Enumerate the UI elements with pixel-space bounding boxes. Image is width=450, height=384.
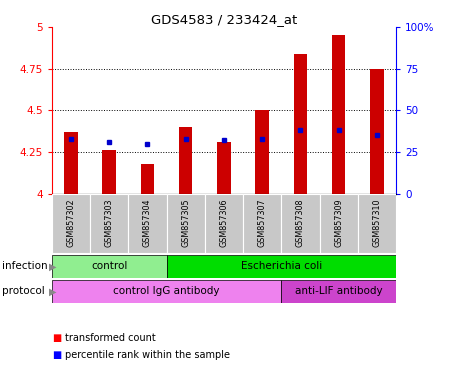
Bar bbox=[281, 194, 320, 253]
Text: GSM857302: GSM857302 bbox=[67, 199, 76, 247]
Text: ■: ■ bbox=[52, 350, 61, 360]
Text: control: control bbox=[91, 262, 127, 271]
Text: control IgG antibody: control IgG antibody bbox=[113, 286, 220, 296]
Bar bbox=[294, 54, 307, 194]
Text: Escherichia coli: Escherichia coli bbox=[241, 262, 322, 271]
Bar bbox=[370, 69, 383, 194]
Text: GSM857308: GSM857308 bbox=[296, 199, 305, 247]
Bar bbox=[52, 255, 166, 278]
Bar bbox=[358, 194, 396, 253]
Text: transformed count: transformed count bbox=[65, 333, 156, 343]
Bar bbox=[128, 194, 166, 253]
Bar bbox=[52, 194, 90, 253]
Text: infection: infection bbox=[2, 262, 48, 271]
Bar bbox=[179, 127, 192, 194]
Bar bbox=[281, 280, 396, 303]
Text: GSM857309: GSM857309 bbox=[334, 199, 343, 247]
Bar bbox=[166, 255, 396, 278]
Text: ■: ■ bbox=[52, 333, 61, 343]
Text: anti-LIF antibody: anti-LIF antibody bbox=[295, 286, 382, 296]
Text: GSM857306: GSM857306 bbox=[220, 199, 228, 247]
Bar bbox=[52, 280, 281, 303]
Bar bbox=[332, 35, 345, 194]
Bar bbox=[141, 164, 154, 194]
Text: percentile rank within the sample: percentile rank within the sample bbox=[65, 350, 230, 360]
Text: ▶: ▶ bbox=[49, 262, 56, 271]
Text: GSM857303: GSM857303 bbox=[104, 199, 113, 247]
Bar bbox=[320, 194, 358, 253]
Bar bbox=[205, 194, 243, 253]
Bar bbox=[256, 111, 269, 194]
Text: GSM857310: GSM857310 bbox=[373, 199, 382, 247]
Bar bbox=[90, 194, 128, 253]
Bar bbox=[166, 194, 205, 253]
Text: protocol: protocol bbox=[2, 286, 45, 296]
Bar bbox=[217, 142, 230, 194]
Text: GSM857304: GSM857304 bbox=[143, 199, 152, 247]
Text: GSM857305: GSM857305 bbox=[181, 199, 190, 247]
Text: ▶: ▶ bbox=[49, 286, 56, 296]
Bar bbox=[64, 132, 77, 194]
Bar bbox=[103, 151, 116, 194]
Bar bbox=[243, 194, 281, 253]
Title: GDS4583 / 233424_at: GDS4583 / 233424_at bbox=[151, 13, 297, 26]
Text: GSM857307: GSM857307 bbox=[257, 199, 266, 247]
